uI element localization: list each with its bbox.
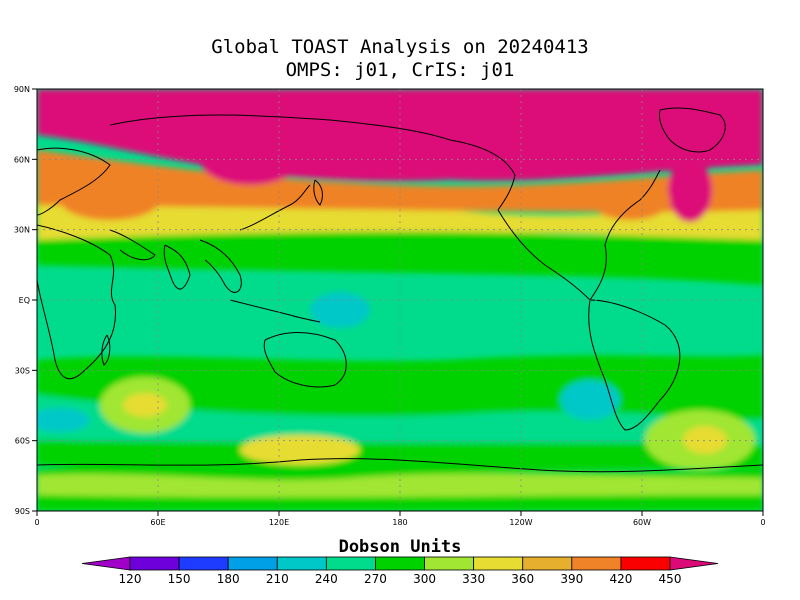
lon-tick-label: 180 (392, 518, 407, 527)
colorbar-segment (325, 556, 376, 571)
lon-tick-label: 120E (269, 518, 289, 527)
colorbar-level-label: 120 (119, 572, 142, 586)
graticule (37, 89, 763, 511)
colorbar-low-arrow (81, 556, 131, 571)
europe-coast (37, 147, 111, 216)
chart-title: Global TOAST Analysis on 20240413 (211, 36, 589, 58)
colorbar-level-label: 450 (659, 572, 682, 586)
india-coast (163, 244, 191, 290)
japan-coast (313, 179, 323, 206)
spot-sh-pacific (240, 435, 360, 465)
colorbar-level-label: 300 (413, 572, 436, 586)
axis-ticks: 90N 60N 30N EQ 30S 60S 90S 0 60E 120E 180 120W 60W 0 (14, 85, 766, 527)
lon-tick-label: 0 (34, 518, 39, 527)
greenland-coast (659, 107, 726, 153)
spot-sh-samerica-teal (560, 380, 620, 420)
colorbar-segment (522, 556, 573, 571)
namerica-west (497, 209, 591, 301)
colorbar-level-label: 420 (609, 572, 632, 586)
lat-tick-label: 60N (14, 155, 30, 164)
colorbar-level-label: 330 (462, 572, 485, 586)
colorbar-segment (571, 556, 622, 571)
lat-tick-label: 90N (14, 85, 30, 94)
alaska-coast (449, 139, 516, 211)
colorbar-segment (375, 556, 425, 571)
band-nh-orange (37, 150, 763, 213)
lon-tick-label: 60E (150, 518, 165, 527)
indonesia-coast (229, 299, 321, 323)
lat-tick-label: EQ (19, 296, 30, 305)
colorbar-level-label: 390 (560, 572, 583, 586)
spot-sh-africa-core (123, 393, 167, 417)
colorbar-level-label: 150 (168, 572, 191, 586)
madagascar-coast (101, 334, 111, 366)
colorbar-level-label: 270 (364, 572, 387, 586)
lat-tick-label: 30N (14, 226, 30, 235)
australia-coast (263, 332, 347, 388)
colorbar-level-label: 240 (315, 572, 338, 586)
seasia-coast (199, 239, 242, 293)
china-coast (239, 184, 311, 231)
colorbar-segment (424, 556, 475, 571)
colorbar-segment (178, 556, 229, 571)
antarctica-coast (37, 458, 763, 473)
colorbar-level-label: 180 (217, 572, 240, 586)
chart-subtitle: OMPS: j01, CrIS: j01 (285, 59, 515, 81)
colorbar-high-arrow (669, 556, 719, 571)
colorbar-level-label: 360 (511, 572, 534, 586)
lon-tick-label: 120W (509, 518, 532, 527)
coastlines (37, 107, 763, 473)
colorbar-level-label: 210 (266, 572, 289, 586)
samerica-coast (588, 299, 681, 431)
spot-nh-europe (60, 180, 160, 220)
lat-tick-label: 90S (15, 507, 30, 516)
colorbar-title: Dobson Units (338, 537, 462, 557)
lat-tick-label: 30S (15, 366, 30, 375)
spot-eq-pacific-teal (310, 292, 370, 328)
colorbar-segment (227, 556, 278, 571)
spot-nh-atlantic-hi (590, 180, 670, 220)
colorbar: 120 150 180 210 240 270 300 330 360 390 420 450 (81, 556, 719, 586)
colorbar-segment (129, 556, 180, 571)
lon-tick-label: 0 (760, 518, 765, 527)
colorbar-segment (276, 556, 327, 571)
siberia-coast (109, 114, 451, 141)
colorbar-segment (620, 556, 671, 571)
arabia-coast (109, 229, 156, 261)
spot-nh-pacific-np (200, 135, 300, 185)
lon-tick-label: 60W (633, 518, 651, 527)
spot-nh-atlantic-np (668, 158, 712, 222)
africa-coast (37, 224, 117, 380)
namerica-east (589, 169, 661, 301)
spot-sh-atlantic-core (683, 426, 727, 454)
lat-tick-label: 60S (15, 437, 30, 446)
colorbar-segment (473, 556, 524, 571)
spot-sh-indian-teal (37, 408, 90, 432)
